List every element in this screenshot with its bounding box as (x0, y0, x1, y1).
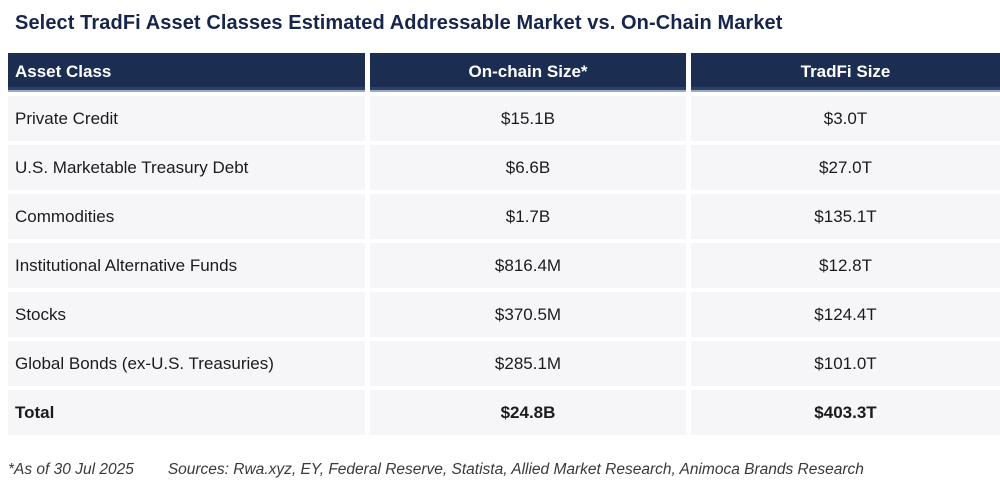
footnote-row: *As of 30 Jul 2025 Sources: Rwa.xyz, EY,… (8, 461, 1000, 479)
asset-class-cell: Commodities (8, 194, 365, 239)
asset-class-cell: Private Credit (8, 96, 365, 141)
total-asset-class-cell: Total (8, 390, 365, 435)
tradfi-size-cell: $27.0T (691, 145, 1000, 190)
total-tradfi-size-cell: $403.3T (691, 390, 1000, 435)
tradfi-size-cell: $124.4T (691, 292, 1000, 337)
as-of-note: *As of 30 Jul 2025 (8, 461, 134, 478)
column-header-tradfi-size: TradFi Size (691, 53, 1000, 92)
asset-class-cell: Stocks (8, 292, 365, 337)
tradfi-size-cell: $135.1T (691, 194, 1000, 239)
sources-note: Sources: Rwa.xyz, EY, Federal Reserve, S… (167, 461, 864, 478)
column-header-onchain-size: On-chain Size* (370, 53, 686, 92)
onchain-size-cell: $816.4M (370, 243, 686, 288)
onchain-size-cell: $15.1B (370, 96, 686, 141)
asset-class-cell: Institutional Alternative Funds (8, 243, 365, 288)
onchain-size-cell: $1.7B (370, 194, 686, 239)
onchain-size-cell: $6.6B (370, 145, 686, 190)
tradfi-size-cell: $101.0T (691, 341, 1000, 386)
asset-class-cell: Global Bonds (ex-U.S. Treasuries) (8, 341, 365, 386)
asset-class-cell: U.S. Marketable Treasury Debt (8, 145, 365, 190)
asset-class-table: Asset Class On-chain Size* TradFi Size P… (8, 53, 1000, 435)
tradfi-size-cell: $12.8T (691, 243, 1000, 288)
tradfi-size-cell: $3.0T (691, 96, 1000, 141)
total-onchain-size-cell: $24.8B (370, 390, 686, 435)
infographic-page: Select TradFi Asset Classes Estimated Ad… (8, 12, 1000, 479)
onchain-size-cell: $370.5M (370, 292, 686, 337)
onchain-size-cell: $285.1M (370, 341, 686, 386)
page-title: Select TradFi Asset Classes Estimated Ad… (15, 12, 783, 34)
column-header-asset-class: Asset Class (8, 53, 365, 92)
